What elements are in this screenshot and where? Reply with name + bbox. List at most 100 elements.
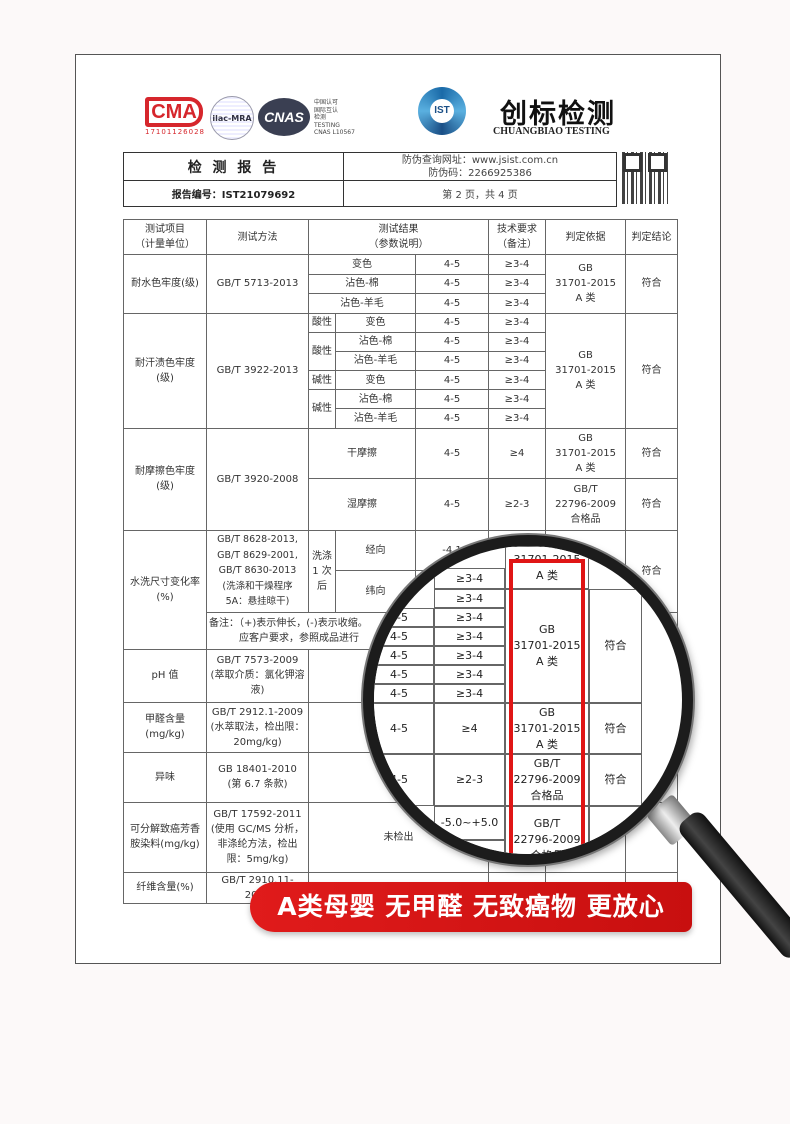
table-row: 耐汗渍色牢度 (级) GB/T 3922-2013 酸性 变色 4-5 ≥3-4 G… (123, 312, 679, 429)
method: GB/T 2912.1-2009 (水萃取法，检出限： 20mg/kg) (206, 701, 309, 753)
item-name: 耐水色牢度(级) (123, 254, 207, 314)
table-row: 沾色-羊毛 4-5 ≥3-4 (124, 293, 678, 314)
result-value: 4-5 (414, 273, 490, 294)
lens-basis: GB 31701-2015 A 类 (505, 589, 589, 703)
lens-val: 4-5 (374, 665, 434, 684)
item-name: 甲醛含量 (mg/kg) (123, 701, 207, 753)
result-label: 变色 (335, 312, 416, 333)
col-result: 测试结果 （参数说明） (307, 219, 490, 255)
ilac-mra-logo: ilac-MRA (210, 96, 254, 140)
lens-req: ≥3-4 (434, 608, 505, 627)
lens-req: ≥4 (434, 703, 505, 754)
table-header: 测试项目 （计量单位） 测试方法 测试结果 （参数说明） 技术要求 （备注） 判… (123, 219, 679, 255)
promo-banner: A类母婴 无甲醛 无致癌物 更放心 (250, 882, 692, 932)
item-name: 可分解致癌芳香 胺染料(mg/kg) (123, 801, 207, 873)
table-row: 沾色-羊毛 4-5 ≥3-4 (124, 350, 678, 372)
col-basis: 判定依据 (545, 219, 627, 255)
result-label: 变色 (335, 370, 416, 391)
report-title: 检 测 报 告 (124, 153, 344, 181)
result-value: 4-5 (414, 350, 490, 372)
result-label: 变色 (308, 254, 416, 275)
verify-code: 防伪码：2266925386 (428, 167, 532, 179)
method: GB/T 7573-2009 (萃取介质：氯化钾溶 液) (206, 648, 309, 703)
magnifier-lens: 31701-2015 A 类 ≥3-4 ≥3-4 4-5 ≥3-4 4-5 ≥3… (363, 535, 693, 865)
highlight-box (509, 559, 585, 854)
result-label: 沾色-羊毛 (335, 350, 416, 372)
method: GB 18401-2010 (第 6.7 条款) (206, 751, 309, 803)
lens-val: 4-5 (374, 703, 434, 754)
result-label: 沾色-棉 (335, 331, 416, 352)
table-row: 耐摩擦色牢度 (级) GB/T 3920-2008 干摩擦 4-5 ≥4 GB 31… (123, 427, 679, 531)
lens-val: 4-5 (374, 608, 434, 627)
lens-req: ≥3-4 (434, 627, 505, 646)
table-row: 碱性 沾色-棉 4-5 ≥3-4 (124, 389, 678, 429)
item-name: 耐摩擦色牢度 (级) (123, 427, 207, 531)
lens-val: 4-5 (374, 684, 434, 703)
requirement: ≥3-4 (488, 408, 547, 429)
cma-number: 17101126028 (145, 128, 205, 136)
brand-english: CHUANGBIAO TESTING (493, 126, 610, 137)
basis: GB 31701-2015 A 类 (545, 312, 627, 429)
requirement: ≥3-4 (488, 389, 547, 410)
lens-val: 4-5 (374, 627, 434, 646)
result-value: 4-5 (414, 331, 490, 352)
page-indicator: 第 2 页，共 4 页 (442, 190, 518, 201)
result-value: 4-5 (414, 293, 490, 314)
qr-code[interactable] (622, 152, 668, 204)
result-label: 沾色-棉 (335, 389, 416, 410)
item-name: 纤维含量(%) (123, 871, 207, 904)
col-conclusion: 判定结论 (625, 219, 679, 255)
acid-label: 酸性 (308, 331, 336, 372)
result-value: 4-5 (414, 427, 490, 479)
lens-val: 4-5 (374, 646, 434, 665)
requirement: ≥4 (488, 427, 547, 479)
verify-url[interactable]: 防伪查询网址：www.jsist.com.cn (401, 154, 559, 166)
table-row: 碱性 变色 4-5 ≥3-4 (124, 370, 678, 391)
lens-req: ≥3-4 (434, 646, 505, 665)
lens-req: ≥3-4 (434, 684, 505, 703)
result-label: 湿摩擦 (308, 477, 416, 531)
item-name: pH 值 (123, 648, 207, 703)
basis: GB 31701-2015 A 类 (545, 427, 627, 479)
table-row: 耐水色牢度(级) GB/T 5713-2013 变色 4-5 ≥3-4 GB 3… (123, 254, 679, 314)
verify-info: 防伪查询网址：www.jsist.com.cn 防伪码：2266925386 (344, 153, 616, 181)
lens-conclusion: 符合 (589, 754, 642, 806)
requirement: ≥3-4 (488, 273, 547, 294)
col-item: 测试项目 （计量单位） (123, 219, 207, 255)
result-value: 4-5 (414, 312, 490, 333)
requirement: ≥2-3 (488, 477, 547, 531)
basis: GB/T 22796-2009 合格品 (545, 477, 627, 531)
cnas-text: 中国认可 国际互认 检测 TESTING CNAS L10567 (314, 99, 355, 136)
result-value: 4-5 (414, 477, 490, 531)
method: GB/T 3922-2013 (206, 312, 309, 429)
conclusion: 符合 (625, 427, 679, 479)
alkali-label: 碱性 (308, 389, 336, 429)
requirement: ≥3-4 (488, 331, 547, 352)
lens-basis: GB/T 22796-2009 合格品 (505, 754, 589, 806)
wash-cycle: 洗涤 1 次 后 (308, 529, 336, 613)
report-header: 检 测 报 告 防伪查询网址：www.jsist.com.cn 防伪码：2266… (123, 152, 617, 207)
conclusion: 符合 (625, 254, 679, 314)
acid-label: 酸性 (308, 312, 336, 333)
alkali-label: 碱性 (308, 370, 336, 391)
lens-req: ≥3-4 (434, 568, 505, 589)
method: GB/T 5713-2013 (206, 254, 309, 314)
table-row: 沾色-棉 4-5 ≥3-4 (124, 273, 678, 294)
result-value: 4-5 (414, 389, 490, 410)
requirement: ≥3-4 (488, 312, 547, 333)
cma-logo: CMA (145, 97, 203, 127)
result-value: 4-5 (414, 408, 490, 429)
lens-req: ≥3-4 (434, 665, 505, 684)
lens-basis: GB/T 22796-2009 合格品 (505, 806, 589, 854)
lens-basis: GB 31701-2015 A 类 (505, 703, 589, 754)
col-req: 技术要求 （备注） (488, 219, 547, 255)
lens-req: -5.0~+5.0 (434, 806, 505, 840)
method: GB/T 17592-2011 (使用 GC/MS 分析， 非涤纶方法，检出 限… (206, 801, 309, 873)
lens-req: +5.0 (434, 840, 505, 854)
brand-name: 创标检测 (500, 99, 616, 130)
lens-req: ≥2-3 (434, 754, 505, 806)
lens-conclusion: 符合 (589, 589, 642, 703)
requirement: ≥3-4 (488, 254, 547, 275)
result-value: 4-5 (414, 254, 490, 275)
report-number: 报告编号：IST21079692 (124, 181, 344, 206)
